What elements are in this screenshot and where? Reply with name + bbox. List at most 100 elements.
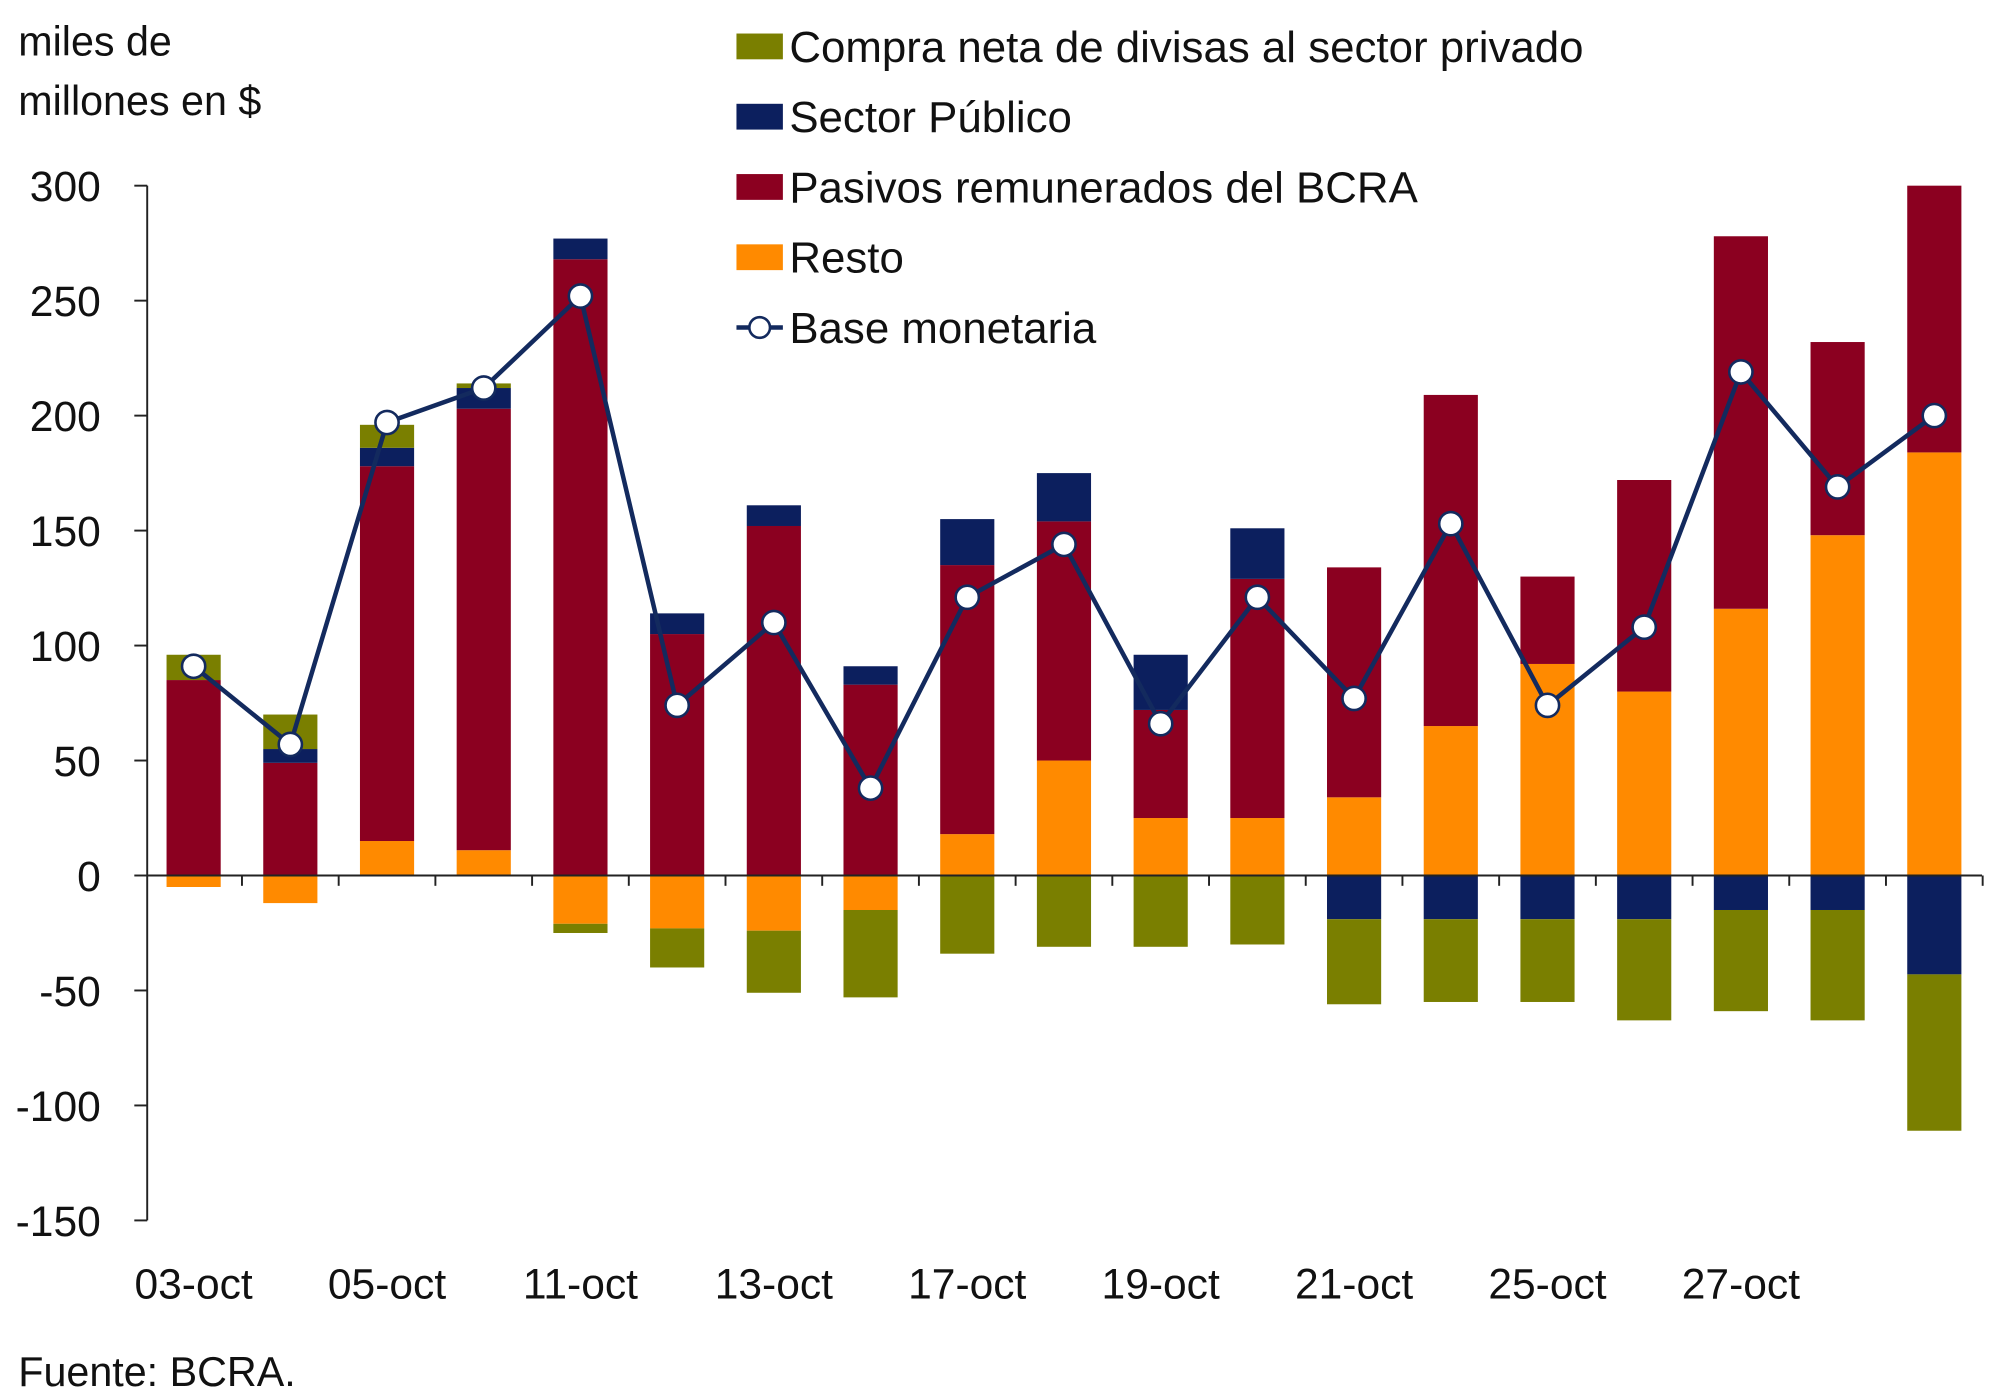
- bar-pasivos-remunerados-del-bcra-2: [359, 466, 415, 842]
- bar-pasivos-remunerados-del-bcra-1: [263, 762, 318, 876]
- legend-label-3: Resto: [789, 234, 903, 283]
- point-base-monetaria-14: [1534, 692, 1561, 719]
- y-axis-label-line-2: millones en $: [18, 78, 261, 124]
- bar-compra-neta-de-divisas-al-sector-privado-18: [1907, 974, 1962, 1131]
- bar-pasivos-remunerados-del-bcra-6: [746, 525, 801, 876]
- bar-sector-p-blico-5: [650, 613, 705, 635]
- point-base-monetaria-10: [1147, 710, 1174, 737]
- legend-label-0: Compra neta de divisas al sector privado: [789, 23, 1583, 72]
- bar-sector-p-blico-2: [359, 447, 415, 467]
- x-tick-label: 25-oct: [1488, 1260, 1606, 1308]
- y-axis-label-line-1: miles de: [18, 18, 172, 64]
- point-base-monetaria-11: [1244, 584, 1271, 611]
- bar-resto-4: [553, 875, 608, 924]
- bar-resto-3: [456, 850, 511, 876]
- y-tick-label: -150: [16, 1198, 101, 1246]
- bar-resto-10: [1133, 818, 1188, 876]
- point-base-monetaria-7: [857, 775, 884, 802]
- x-tick-label: 11-oct: [523, 1260, 638, 1308]
- source-note: Fuente: BCRA.: [18, 1349, 295, 1395]
- legend-swatch-2: [736, 174, 783, 200]
- bar-resto-0: [166, 875, 221, 888]
- bar-pasivos-remunerados-del-bcra-0: [166, 680, 221, 876]
- bar-sector-p-blico-14: [1520, 875, 1575, 920]
- bar-pasivos-remunerados-del-bcra-12: [1327, 567, 1382, 798]
- y-tick-label: 150: [30, 508, 101, 556]
- bar-resto-7: [843, 875, 898, 910]
- legend-marker: [748, 315, 772, 340]
- bar-compra-neta-de-divisas-al-sector-privado-11: [1230, 875, 1285, 945]
- y-tick-label: -50: [39, 968, 101, 1016]
- bar-pasivos-remunerados-del-bcra-4: [553, 259, 608, 876]
- bar-compra-neta-de-divisas-al-sector-privado-8: [940, 875, 995, 954]
- bar-sector-p-blico-12: [1327, 875, 1382, 920]
- bar-sector-p-blico-15: [1617, 875, 1672, 920]
- bar-compra-neta-de-divisas-al-sector-privado-9: [1036, 875, 1092, 947]
- point-base-monetaria-16: [1728, 359, 1754, 385]
- bar-resto-6: [746, 875, 801, 931]
- bar-resto-12: [1327, 797, 1382, 876]
- bar-resto-9: [1036, 760, 1092, 876]
- bar-compra-neta-de-divisas-al-sector-privado-12: [1327, 919, 1382, 1005]
- point-base-monetaria-0: [180, 653, 207, 680]
- bar-pasivos-remunerados-del-bcra-14: [1520, 576, 1575, 664]
- legend-label-2: Pasivos remunerados del BCRA: [789, 163, 1418, 212]
- point-base-monetaria-2: [374, 409, 400, 436]
- y-tick-label: 200: [30, 393, 101, 441]
- point-base-monetaria-6: [760, 609, 787, 636]
- point-base-monetaria-18: [1921, 402, 1948, 429]
- bar-sector-p-blico-13: [1423, 875, 1478, 920]
- bar-pasivos-remunerados-del-bcra-17: [1810, 342, 1865, 536]
- bar-compra-neta-de-divisas-al-sector-privado-6: [746, 930, 801, 993]
- y-tick-label: -100: [16, 1083, 101, 1131]
- bar-compra-neta-de-divisas-al-sector-privado-5: [650, 928, 705, 968]
- bar-sector-p-blico-9: [1036, 473, 1092, 522]
- bar-resto-17: [1810, 535, 1865, 876]
- bar-compra-neta-de-divisas-al-sector-privado-4: [553, 923, 608, 933]
- legend-label-1: Sector Público: [789, 93, 1072, 142]
- bar-compra-neta-de-divisas-al-sector-privado-13: [1423, 919, 1478, 1002]
- bar-sector-p-blico-7: [843, 666, 898, 685]
- bar-sector-p-blico-18: [1907, 875, 1962, 975]
- bar-sector-p-blico-8: [940, 519, 995, 566]
- bar-sector-p-blico-17: [1810, 875, 1865, 910]
- bar-compra-neta-de-divisas-al-sector-privado-14: [1520, 919, 1575, 1002]
- point-base-monetaria-12: [1341, 685, 1367, 712]
- x-tick-label: 03-oct: [134, 1260, 252, 1308]
- bar-pasivos-remunerados-del-bcra-3: [456, 408, 511, 851]
- bar-resto-11: [1230, 818, 1285, 876]
- bar-resto-16: [1713, 608, 1768, 876]
- point-base-monetaria-13: [1437, 510, 1464, 537]
- bar-resto-15: [1617, 691, 1672, 876]
- bar-compra-neta-de-divisas-al-sector-privado-2: [359, 424, 415, 448]
- y-tick-label: 50: [53, 738, 100, 786]
- x-tick-label: 27-oct: [1682, 1260, 1800, 1308]
- bar-sector-p-blico-11: [1230, 528, 1285, 579]
- point-base-monetaria-1: [277, 731, 304, 758]
- y-tick-label: 250: [30, 278, 101, 326]
- point-base-monetaria-17: [1824, 474, 1851, 500]
- bar-resto-2: [359, 841, 415, 876]
- x-tick-label: 21-oct: [1295, 1260, 1413, 1308]
- bar-compra-neta-de-divisas-al-sector-privado-7: [843, 909, 898, 998]
- point-base-monetaria-3: [470, 375, 497, 401]
- bar-sector-p-blico-16: [1713, 875, 1768, 910]
- bar-resto-1: [263, 875, 318, 904]
- legend-swatch-1: [736, 103, 783, 130]
- bar-resto-13: [1423, 726, 1478, 876]
- y-tick-label: 300: [30, 163, 101, 211]
- bar-sector-p-blico-6: [746, 505, 801, 526]
- bar-resto-18: [1907, 452, 1962, 876]
- bar-compra-neta-de-divisas-al-sector-privado-15: [1617, 919, 1672, 1021]
- bar-compra-neta-de-divisas-al-sector-privado-16: [1713, 909, 1768, 1012]
- bar-pasivos-remunerados-del-bcra-15: [1617, 480, 1672, 692]
- bar-pasivos-remunerados-del-bcra-5: [650, 634, 705, 876]
- legend-swatch-3: [736, 244, 783, 271]
- point-base-monetaria-15: [1631, 614, 1658, 641]
- plot-area: 300 250 200 150 100 50 0 -50 -100 -150 03-oct 05-oc…: [16, 163, 1984, 1308]
- x-tick-label: 19-oct: [1102, 1260, 1220, 1308]
- bar-resto-5: [650, 875, 705, 929]
- bar-pasivos-remunerados-del-bcra-9: [1036, 521, 1092, 761]
- legend-swatch-0: [736, 33, 783, 60]
